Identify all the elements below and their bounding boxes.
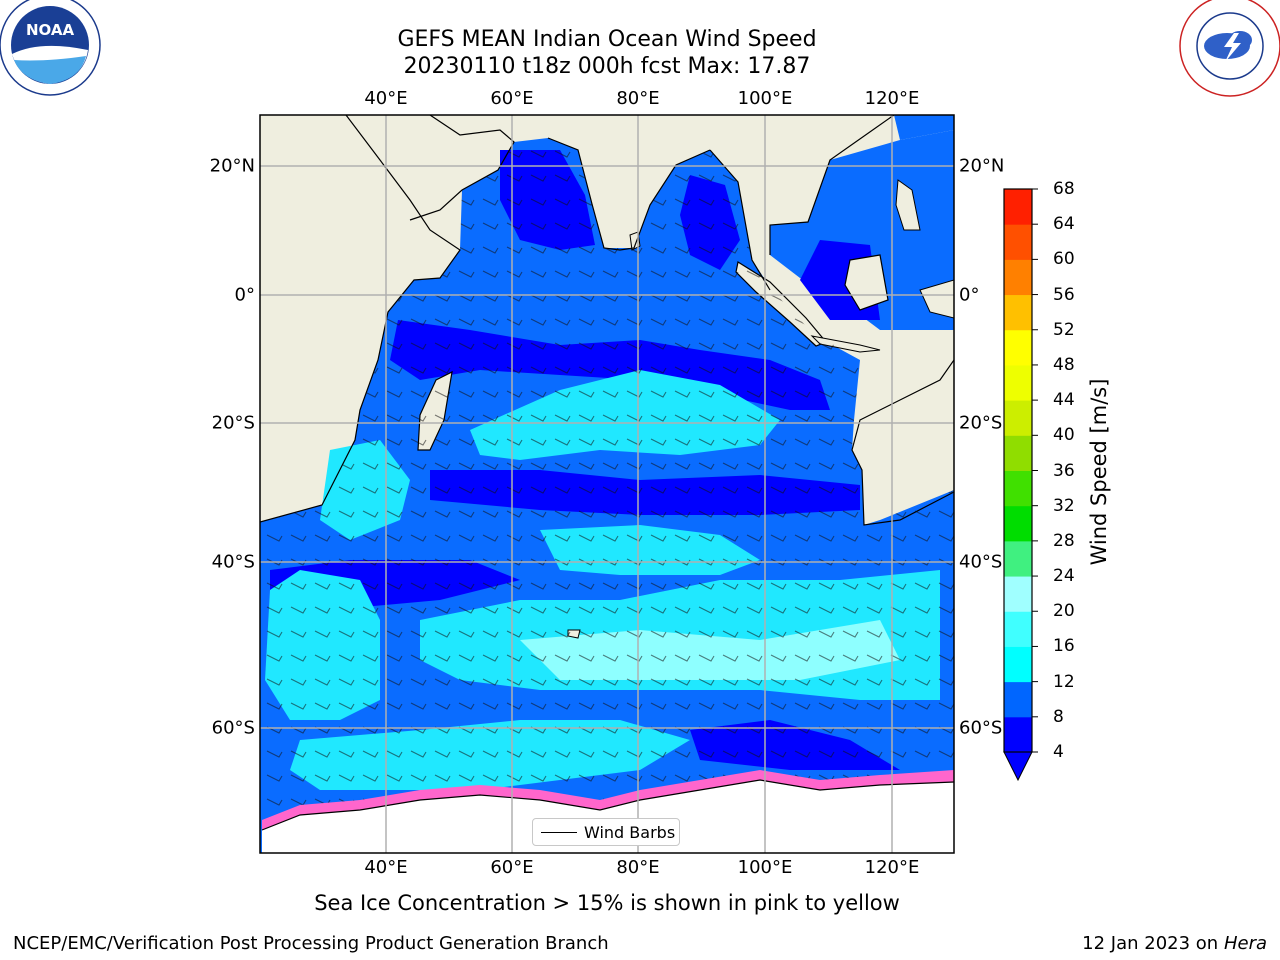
colorbar-tick-label: 52: [1053, 319, 1075, 340]
colorbar-tick-label: 8: [1053, 706, 1064, 727]
colorbar-tick-label: 36: [1053, 460, 1075, 481]
colorbar-segment: [1004, 189, 1032, 225]
lon-tick-top: 40°E: [364, 88, 408, 109]
date-value: 12 Jan 2023 on: [1082, 933, 1219, 954]
colorbar-tick-label: 48: [1053, 354, 1075, 375]
colorbar-segment: [1004, 224, 1032, 260]
legend-line-swatch: [541, 832, 577, 833]
lon-tick-bottom: 60°E: [490, 857, 534, 878]
colorbar-tick-label: 24: [1053, 566, 1075, 587]
colorbar-tick-label: 64: [1053, 214, 1075, 235]
colorbar-tick-label: 56: [1053, 284, 1075, 305]
colorbar-tick-label: 28: [1053, 530, 1075, 551]
noaa-logo-text: NOAA: [26, 21, 75, 39]
colorbar-tick-label: 40: [1053, 425, 1075, 446]
date-text: 12 Jan 2023 on Hera: [1082, 933, 1267, 954]
map-frame: [259, 114, 955, 854]
gridlines: [260, 115, 954, 853]
wind-barbs: [260, 138, 954, 820]
colorbar-segment: [1004, 505, 1032, 542]
colorbar-tick-label: 44: [1053, 390, 1075, 411]
lon-tick-top: 60°E: [490, 88, 534, 109]
colorbar-segment: [1004, 611, 1032, 647]
colorbar-tick-label: 60: [1053, 249, 1075, 270]
map-legend: Wind Barbs: [532, 818, 680, 846]
colorbar-segment: [1004, 259, 1032, 296]
colorbar-segment: [1004, 646, 1032, 683]
legend-label: Wind Barbs: [584, 823, 676, 842]
colorbar-segment: [1004, 540, 1032, 577]
colorbar-segment: [1004, 470, 1032, 507]
colorbar-tick-label: 68: [1053, 179, 1075, 199]
lat-tick-right: 20°S: [959, 412, 1003, 434]
colorbar-segment: [1004, 681, 1032, 718]
colorbar-tick-label: 4: [1053, 742, 1064, 762]
colorbar-segment: [1004, 435, 1032, 471]
sea-ice-caption: Sea Ice Concentration > 15% is shown in …: [314, 891, 900, 915]
lat-tick-left: 40°S: [211, 551, 255, 573]
lat-tick-right: 20°N: [959, 155, 1005, 177]
lat-tick-left: 60°S: [211, 717, 255, 739]
lon-tick-top: 80°E: [616, 88, 660, 109]
chart-subtitle: 20230110 t18z 000h fcst Max: 17.87: [403, 54, 811, 79]
colorbar-tick-label: 12: [1053, 671, 1075, 692]
lat-tick-left: 20°N: [209, 155, 255, 177]
lon-tick-bottom: 80°E: [616, 857, 660, 878]
lon-tick-bottom: 40°E: [364, 857, 408, 878]
chart-title: GEFS MEAN Indian Ocean Wind Speed: [397, 27, 817, 52]
new-guinea-coast: [919, 279, 954, 319]
credit-text: NCEP/EMC/Verification Post Processing Pr…: [13, 933, 609, 954]
lat-tick-right: 40°S: [959, 551, 1003, 573]
colorbar-label: Wind Speed [m/s]: [1087, 378, 1111, 566]
colorbar-tick-label: 20: [1053, 601, 1075, 622]
lat-tick-left: 0°: [234, 284, 255, 306]
lon-tick-bottom: 100°E: [737, 857, 793, 878]
colorbar: [1003, 188, 1038, 782]
map-area: [259, 114, 955, 854]
colorbar-segment: [1004, 716, 1032, 753]
colorbar-segment: [1004, 400, 1032, 436]
lon-tick-top: 100°E: [737, 88, 793, 109]
national-weather-service-logo: [1179, 0, 1280, 97]
lat-tick-right: 0°: [959, 284, 980, 306]
philippines: [895, 179, 921, 231]
colorbar-extend-arrow: [1003, 751, 1033, 782]
colorbar-tick-label: 16: [1053, 636, 1075, 657]
lon-tick-top: 120°E: [864, 88, 920, 109]
colorbar-segment: [1004, 364, 1032, 401]
machine-name: Hera: [1223, 933, 1267, 954]
borneo: [844, 254, 889, 311]
colorbar-tick-label: 32: [1053, 495, 1075, 516]
antarctica: [262, 780, 954, 853]
lat-tick-left: 20°S: [211, 412, 255, 434]
colorbar-segment: [1004, 294, 1032, 331]
lat-tick-right: 60°S: [959, 717, 1003, 739]
lon-tick-bottom: 120°E: [864, 857, 920, 878]
colorbar-segment: [1004, 329, 1032, 366]
noaa-logo: NOAA: [0, 0, 101, 96]
colorbar-segment: [1004, 576, 1032, 612]
